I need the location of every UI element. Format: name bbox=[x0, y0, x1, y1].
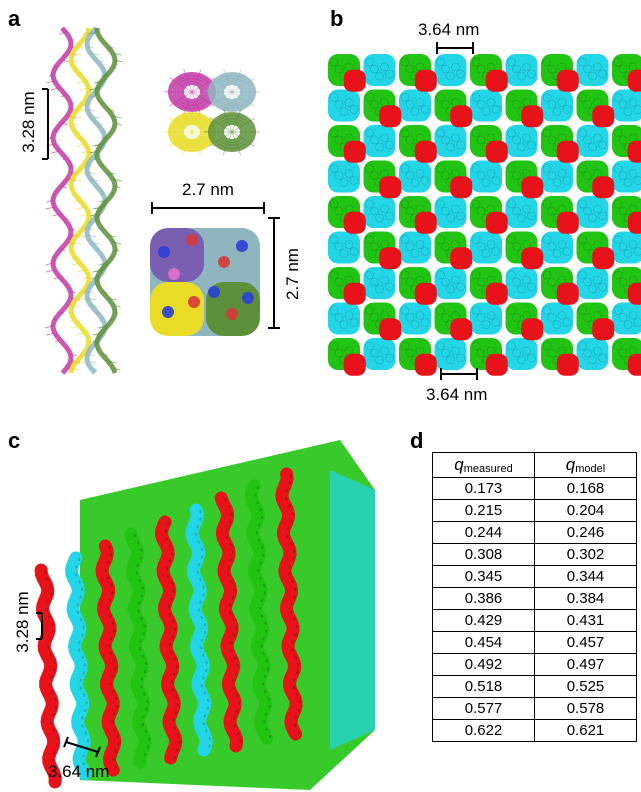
cell-measured: 0.345 bbox=[432, 565, 535, 588]
table-row: 0.308 0.302 bbox=[432, 543, 637, 566]
table-row: 0.622 0.621 bbox=[432, 719, 637, 742]
table-row: 0.518 0.525 bbox=[432, 675, 637, 698]
cell-model: 0.621 bbox=[534, 719, 637, 742]
cell-model: 0.246 bbox=[534, 521, 637, 544]
top-ribbons bbox=[163, 68, 260, 156]
cell-model: 0.204 bbox=[534, 499, 637, 522]
lattice-top-view bbox=[328, 54, 641, 376]
table-row: 0.173 0.168 bbox=[432, 477, 637, 500]
spacing-bar-b-bottom bbox=[440, 368, 478, 380]
cell-measured: 0.215 bbox=[432, 499, 535, 522]
panel-label-c: c bbox=[8, 428, 21, 453]
table-row: 0.577 0.578 bbox=[432, 697, 637, 720]
cell-measured: 0.492 bbox=[432, 653, 535, 676]
table-row: 0.244 0.246 bbox=[432, 521, 637, 544]
table-row: 0.454 0.457 bbox=[432, 631, 637, 654]
cell-model: 0.431 bbox=[534, 609, 637, 632]
cell-measured: 0.577 bbox=[432, 697, 535, 720]
pitch-label-a: 3.28 nm bbox=[19, 91, 38, 153]
cell-model: 0.302 bbox=[534, 543, 637, 566]
panel-label-b: b bbox=[330, 6, 344, 31]
spacing-bar-b-top bbox=[436, 42, 474, 54]
lattice-3d-view bbox=[34, 440, 375, 790]
table-row: 0.345 0.344 bbox=[432, 565, 637, 588]
table-row: 0.492 0.497 bbox=[432, 653, 637, 676]
height-label-a: 2.7 nm bbox=[283, 248, 302, 300]
cell-measured: 0.244 bbox=[432, 521, 535, 544]
table-row: 0.215 0.204 bbox=[432, 499, 637, 522]
height-bar-a bbox=[268, 217, 280, 329]
lattice-grid bbox=[328, 54, 641, 376]
table-header-row: qmeasured qmodel bbox=[432, 452, 637, 478]
cell-measured: 0.518 bbox=[432, 675, 535, 698]
surface-blobs bbox=[150, 228, 260, 336]
cell-model: 0.384 bbox=[534, 587, 637, 610]
table-body: 0.173 0.168 0.215 0.204 0.244 0.246 0.308 0.… bbox=[432, 477, 637, 742]
cell-measured: 0.454 bbox=[432, 631, 535, 654]
helix-strands bbox=[44, 26, 123, 375]
header-q-model: qmodel bbox=[534, 452, 637, 478]
pitch-bracket-a bbox=[42, 88, 49, 160]
cell-measured: 0.308 bbox=[432, 543, 535, 566]
lattice-3d-columns bbox=[34, 440, 375, 790]
helix-bundle-side-view bbox=[44, 26, 123, 375]
spacing-label-c: 3.64 nm bbox=[48, 762, 110, 781]
cell-measured: 0.386 bbox=[432, 587, 535, 610]
width-label-a: 2.7 nm bbox=[182, 180, 234, 199]
cell-model: 0.344 bbox=[534, 565, 637, 588]
cell-model: 0.457 bbox=[534, 631, 637, 654]
spacing-label-b-top: 3.64 nm bbox=[418, 20, 480, 39]
cell-model: 0.525 bbox=[534, 675, 637, 698]
helix-bundle-top-view bbox=[163, 68, 260, 156]
panel-label-d: d bbox=[410, 428, 424, 453]
table-row: 0.429 0.431 bbox=[432, 609, 637, 632]
table-row: 0.386 0.384 bbox=[432, 587, 637, 610]
cell-model: 0.168 bbox=[534, 477, 637, 500]
cell-measured: 0.622 bbox=[432, 719, 535, 742]
cell-measured: 0.429 bbox=[432, 609, 535, 632]
width-bar-a bbox=[151, 202, 265, 214]
spacing-bar-c bbox=[63, 736, 101, 758]
helix-bundle-surface bbox=[150, 228, 260, 336]
pitch-bracket-c bbox=[36, 612, 43, 640]
cell-measured: 0.173 bbox=[432, 477, 535, 500]
cell-model: 0.578 bbox=[534, 697, 637, 720]
q-comparison-table: qmeasured qmodel 0.173 0.168 0.215 0.204 0… bbox=[432, 452, 637, 742]
pitch-label-c: 3.28 nm bbox=[13, 591, 32, 653]
spacing-label-b-bottom: 3.64 nm bbox=[426, 385, 488, 404]
header-q-measured: qmeasured bbox=[432, 452, 535, 478]
panel-label-a: a bbox=[8, 6, 21, 31]
cell-model: 0.497 bbox=[534, 653, 637, 676]
